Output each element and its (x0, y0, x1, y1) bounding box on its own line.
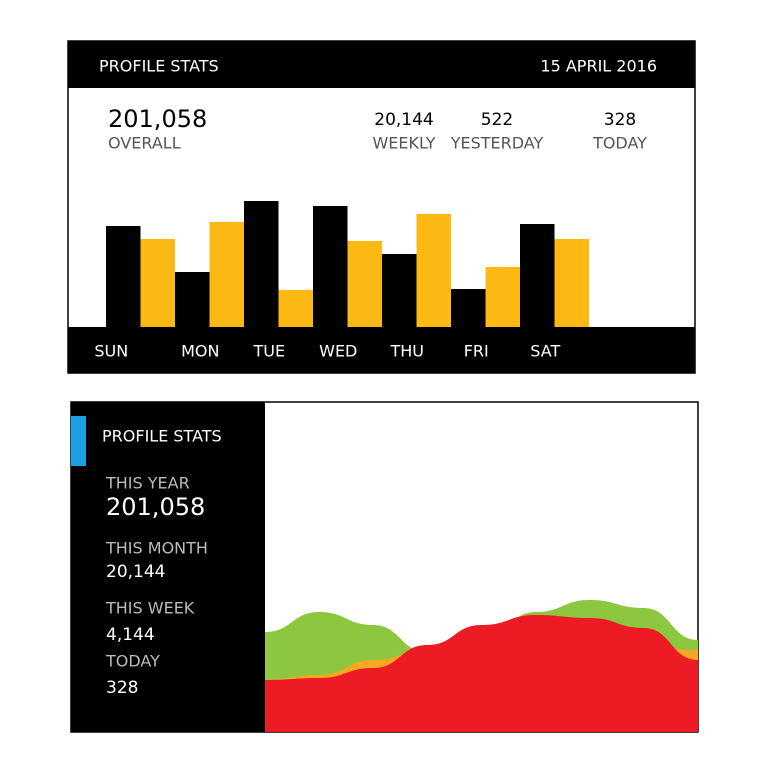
stat-value: 4,144 (106, 625, 155, 645)
panel-title: PROFILE STATS (99, 57, 219, 76)
bar (244, 201, 279, 327)
stat-label: THIS WEEK (105, 599, 195, 618)
stat-value: 522 (481, 110, 513, 130)
stat-label: THIS YEAR (105, 474, 190, 493)
stat-value: 328 (604, 110, 636, 130)
bar (416, 214, 451, 327)
stat-label: WEEKLY (372, 134, 435, 153)
stat-label: TODAY (105, 652, 160, 671)
bar (140, 239, 175, 327)
x-tick-label: THU (389, 342, 424, 361)
bar (313, 206, 348, 327)
x-tick-label: SAT (530, 342, 560, 361)
stat-label: TODAY (592, 134, 647, 153)
bar (382, 254, 417, 327)
x-tick-label: TUE (252, 342, 285, 361)
stat-value: 20,144 (106, 562, 165, 582)
bar (106, 226, 141, 327)
bar (520, 224, 555, 327)
x-tick-label: MON (181, 342, 219, 361)
accent (71, 416, 86, 466)
x-tick-label: WED (319, 342, 357, 361)
x-tick-label: FRI (464, 342, 489, 361)
stat-label: OVERALL (108, 134, 181, 153)
bar (278, 290, 313, 327)
footer-bar (68, 327, 695, 373)
stat-value: 201,058 (108, 105, 207, 133)
stat-label: YESTERDAY (450, 134, 544, 153)
bar (554, 239, 589, 327)
stat-value: 201,058 (106, 493, 205, 521)
header-bar (68, 41, 695, 88)
sidebar (71, 402, 265, 732)
bar (347, 241, 382, 327)
x-tick-label: SUN (94, 342, 128, 361)
stat-value: 328 (106, 678, 138, 698)
stat-value: 20,144 (374, 110, 433, 130)
panel-title: PROFILE STATS (102, 427, 222, 446)
bar (451, 289, 486, 327)
area (265, 615, 698, 732)
area-chart (265, 600, 698, 732)
date: 15 APRIL 2016 (540, 57, 657, 76)
bar (485, 267, 520, 327)
stat-label: THIS MONTH (105, 539, 208, 558)
bar (175, 272, 210, 327)
bar (209, 222, 244, 327)
